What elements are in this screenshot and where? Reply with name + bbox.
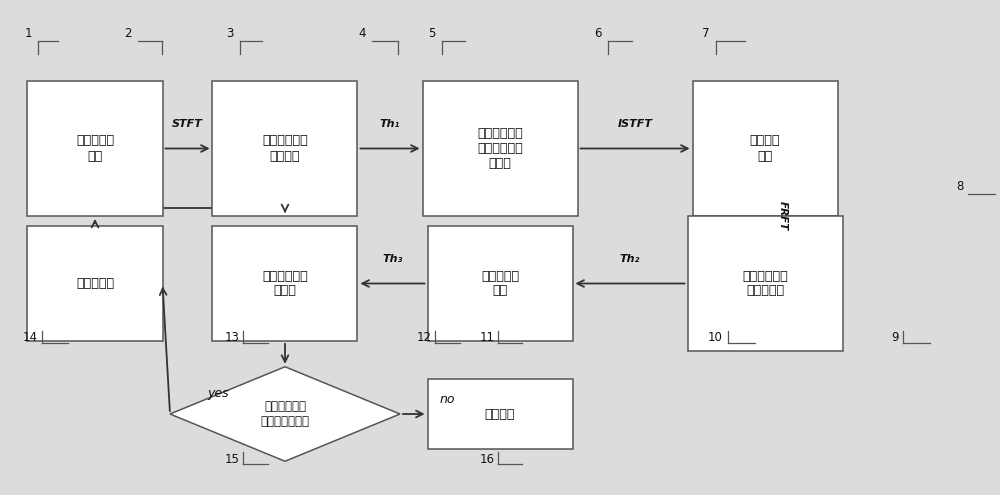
- Text: 3: 3: [226, 27, 234, 40]
- Text: 12: 12: [416, 331, 432, 344]
- Text: 短时傅里叶域
二维矩阵: 短时傅里叶域 二维矩阵: [262, 135, 308, 162]
- Polygon shape: [170, 367, 400, 461]
- Text: 14: 14: [22, 331, 38, 344]
- Text: yes: yes: [208, 387, 229, 400]
- Text: 7: 7: [702, 27, 710, 40]
- Text: 分数阶傅里叶
域二维矩阵: 分数阶傅里叶 域二维矩阵: [742, 269, 788, 297]
- Text: 2: 2: [124, 27, 132, 40]
- Text: no: no: [440, 393, 455, 406]
- Text: 13: 13: [225, 331, 239, 344]
- FancyBboxPatch shape: [212, 81, 357, 216]
- Text: 11: 11: [480, 331, 494, 344]
- Text: 15: 15: [225, 453, 239, 466]
- Text: 6: 6: [594, 27, 602, 40]
- Text: Th₃: Th₃: [382, 254, 403, 264]
- Text: 16: 16: [480, 453, 494, 466]
- Text: 归一化后保留
相位信息的二
维矩阵: 归一化后保留 相位信息的二 维矩阵: [477, 127, 523, 170]
- FancyBboxPatch shape: [212, 226, 357, 341]
- Text: 8: 8: [956, 180, 964, 193]
- FancyBboxPatch shape: [428, 379, 572, 449]
- Text: FRFT: FRFT: [778, 201, 788, 231]
- FancyBboxPatch shape: [688, 216, 842, 351]
- Text: 源始信号
恢复: 源始信号 恢复: [750, 135, 780, 162]
- Text: 10: 10: [708, 331, 722, 344]
- Text: 图像对比度
统计: 图像对比度 统计: [481, 269, 519, 297]
- FancyBboxPatch shape: [428, 226, 572, 341]
- Text: 算法结束: 算法结束: [485, 407, 515, 420]
- Text: STFT: STFT: [172, 119, 203, 129]
- Text: 判断目标峰値
是否大于预设阙: 判断目标峰値 是否大于预设阙: [260, 400, 310, 428]
- Text: 逐次消去法: 逐次消去法: [76, 277, 114, 290]
- FancyBboxPatch shape: [27, 226, 162, 341]
- Text: 9: 9: [891, 331, 899, 344]
- Text: 多目标采集
信号: 多目标采集 信号: [76, 135, 114, 162]
- Text: 5: 5: [428, 27, 436, 40]
- Text: 4: 4: [358, 27, 366, 40]
- FancyBboxPatch shape: [692, 81, 838, 216]
- FancyBboxPatch shape: [422, 81, 578, 216]
- Text: ISTFT: ISTFT: [618, 119, 652, 129]
- Text: Th₂: Th₂: [620, 254, 640, 264]
- Text: 1: 1: [24, 27, 32, 40]
- Text: 目标检测及参
数估计: 目标检测及参 数估计: [262, 269, 308, 297]
- FancyBboxPatch shape: [27, 81, 162, 216]
- Text: Th₁: Th₁: [380, 119, 400, 129]
